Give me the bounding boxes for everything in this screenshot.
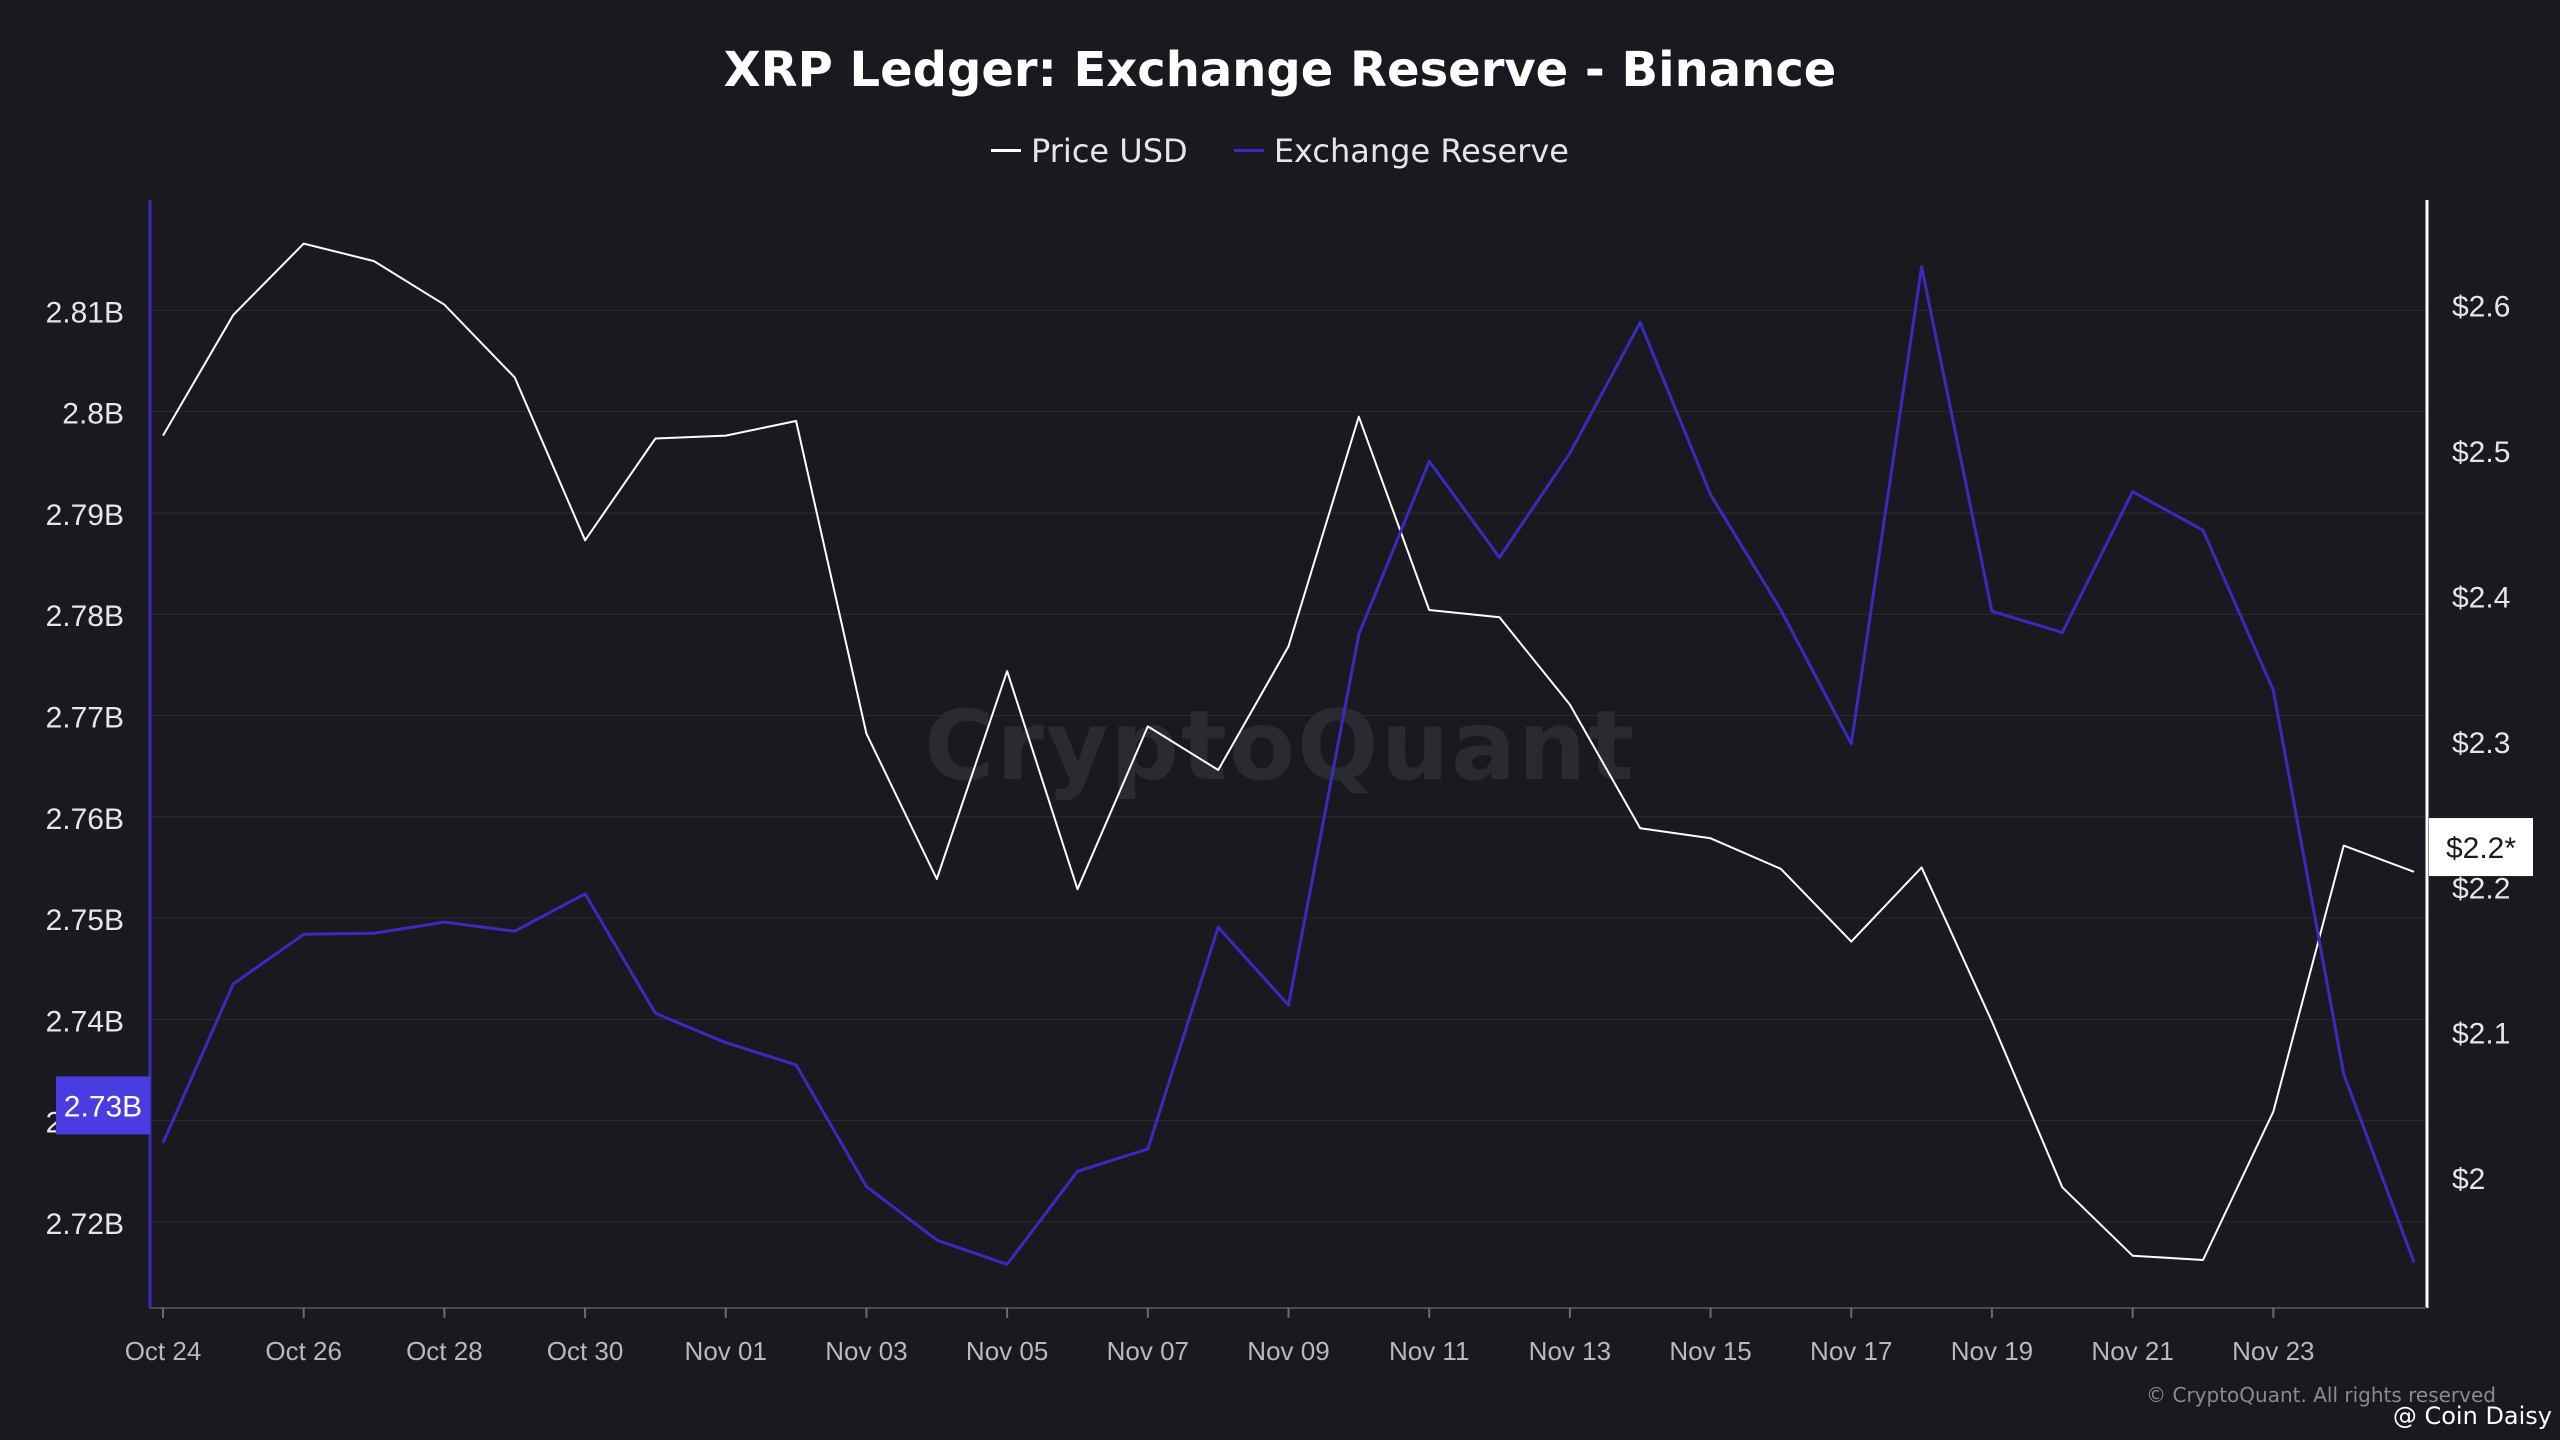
x-tick-label: Nov 23: [2232, 1336, 2314, 1366]
left-tick-label: 2.76B: [46, 803, 124, 836]
x-tick-label: Oct 24: [125, 1336, 202, 1366]
right-tick-label: $2: [2452, 1163, 2485, 1196]
right-tick-label: $2.1: [2452, 1018, 2510, 1051]
current-reserve-marker: [56, 1076, 150, 1135]
x-tick-label: Nov 19: [1951, 1336, 2033, 1366]
series-line-exchange-reserve: [161, 265, 2416, 1266]
x-tick-label: Oct 26: [265, 1336, 342, 1366]
legend-label-reserve: Exchange Reserve: [1273, 131, 1569, 170]
x-tick-label: Nov 17: [1810, 1336, 1892, 1366]
left-tick-label: 2.81B: [46, 296, 124, 329]
legend: Price USD Exchange Reserve: [0, 122, 2560, 170]
left-tick-label: 2.77B: [46, 702, 124, 735]
left-tick-label: 2.74B: [46, 1005, 124, 1038]
right-tick-label: $2.3: [2452, 727, 2510, 760]
right-tick-label: $2.5: [2452, 436, 2510, 469]
x-tick-label: Nov 09: [1247, 1336, 1329, 1366]
x-tick-label: Oct 30: [547, 1336, 624, 1366]
x-tick-label: Nov 05: [966, 1336, 1048, 1366]
legend-swatch-reserve: [1233, 149, 1264, 152]
copyright-text: © CryptoQuant. All rights reserved: [2146, 1383, 2496, 1407]
legend-item-reserve[interactable]: Exchange Reserve: [1233, 131, 1569, 170]
current-price-label: $2.2*: [2446, 832, 2516, 865]
legend-item-price[interactable]: Price USD: [991, 132, 1188, 170]
x-tick-label: Nov 13: [1529, 1336, 1611, 1366]
right-tick-label: $2.2: [2452, 872, 2510, 905]
chart-title: XRP Ledger: Exchange Reserve - Binance: [723, 42, 1837, 98]
x-tick-label: Oct 28: [406, 1336, 483, 1366]
x-tick-label: Nov 07: [1107, 1336, 1189, 1366]
legend-label-price: Price USD: [1031, 131, 1188, 170]
current-reserve-label: 2.73B: [64, 1090, 142, 1123]
left-tick-label: 2.75B: [46, 904, 124, 937]
left-tick-label: 2.78B: [46, 600, 124, 633]
legend-swatch-price: [991, 149, 1022, 152]
right-tick-label: $2.4: [2452, 582, 2510, 615]
x-tick-label: Nov 15: [1669, 1336, 1751, 1366]
left-tick-label: 2.8B: [62, 398, 124, 431]
x-tick-label: Nov 11: [1389, 1336, 1469, 1366]
current-price-marker: [2429, 818, 2533, 877]
x-tick-label: Nov 03: [825, 1336, 907, 1366]
x-tick-label: Nov 21: [2091, 1336, 2173, 1366]
left-tick-label: 2.79B: [46, 499, 124, 532]
x-tick-label: Nov 01: [685, 1336, 767, 1366]
right-tick-label: $2.6: [2452, 291, 2510, 324]
series-line-price-usd: [162, 242, 2415, 1261]
credit-text: @ Coin Daisy: [2392, 1402, 2552, 1430]
left-tick-label: 2.72B: [46, 1208, 124, 1241]
